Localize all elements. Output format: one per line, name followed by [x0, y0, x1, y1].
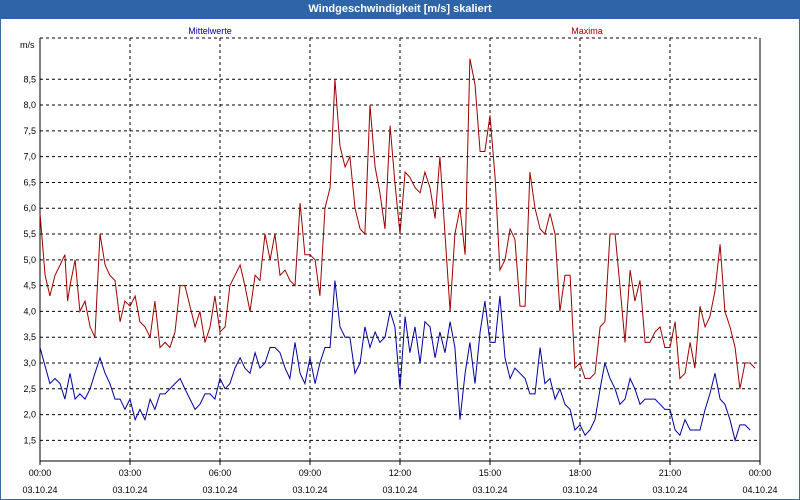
- y-tick-label: 5,0: [23, 255, 36, 265]
- axes: [39, 38, 761, 465]
- y-tick-label: 6,5: [23, 177, 36, 187]
- x-tick-date: 03.10.24: [562, 485, 597, 495]
- x-tick-time: 12:00: [389, 468, 412, 478]
- grid-lines: [40, 37, 760, 461]
- legend-label-maxima: Maxima: [571, 26, 603, 36]
- y-tick-label: 4,0: [23, 306, 36, 316]
- y-axis-label: m/s: [20, 40, 35, 50]
- x-tick-time: 09:00: [299, 468, 322, 478]
- y-tick-label: 5,5: [23, 229, 36, 239]
- x-tick-date: 03.10.24: [382, 485, 417, 495]
- y-tick-label: 1,5: [23, 435, 36, 445]
- x-tick-date: 04.10.24: [742, 485, 777, 495]
- window-title: Windgeschwindigkeit [m/s] skaliert: [0, 0, 800, 19]
- y-tick-label: 2,0: [23, 410, 36, 420]
- y-tick-label: 3,0: [23, 358, 36, 368]
- legend-label-mittelwerte: Mittelwerte: [188, 26, 232, 36]
- tick-labels: 1,5 2,0 2,5 3,0 3,5 4,0 4,5 5,0 5,5 6,0 6,5 7,0 7,5 8…: [22, 74, 777, 495]
- x-tick-date: 03.10.24: [472, 485, 507, 495]
- x-tick-date: 03.10.24: [292, 485, 327, 495]
- x-tick-date: 03.10.24: [22, 485, 57, 495]
- y-tick-label: 6,0: [23, 203, 36, 213]
- y-tick-label: 3,5: [23, 332, 36, 342]
- x-tick-time: 03:00: [119, 468, 142, 478]
- series-line-mittelwerte: [39, 280, 751, 443]
- x-tick-date: 03.10.24: [202, 485, 237, 495]
- legend: Mittelwerte Maxima: [188, 26, 603, 36]
- x-tick-time: 15:00: [479, 468, 502, 478]
- x-tick-time: 18:00: [569, 468, 592, 478]
- y-tick-label: 2,5: [23, 384, 36, 394]
- y-tick-label: 8,0: [23, 100, 36, 110]
- y-tick-label: 4,5: [23, 281, 36, 291]
- y-tick-label: 8,5: [23, 74, 36, 84]
- x-tick-time: 00:00: [29, 468, 52, 478]
- x-tick-date: 03.10.24: [652, 485, 687, 495]
- x-tick-date: 03.10.24: [112, 485, 147, 495]
- x-tick-time: 00:00: [749, 468, 772, 478]
- x-tick-time: 06:00: [209, 468, 232, 478]
- y-tick-label: 7,0: [23, 152, 36, 162]
- y-tick-label: 7,5: [23, 126, 36, 136]
- series-lines: [39, 58, 756, 443]
- series-line-maxima: [39, 58, 756, 389]
- x-tick-time: 21:00: [659, 468, 682, 478]
